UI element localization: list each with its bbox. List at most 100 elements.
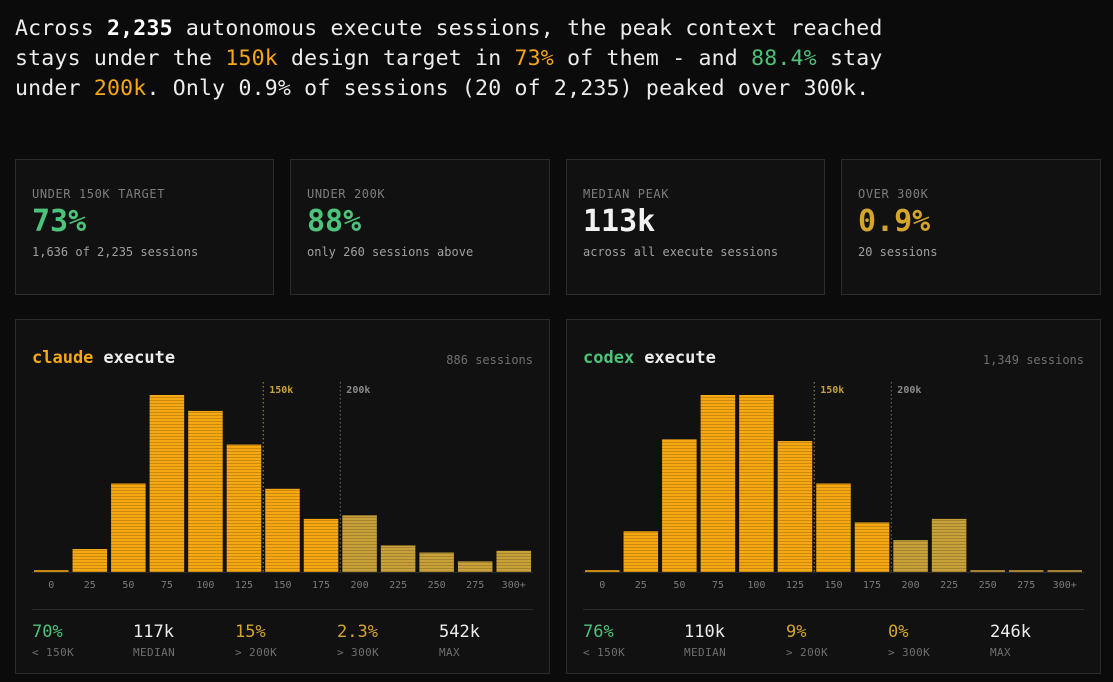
histogram-bar: [34, 570, 69, 572]
x-tick-label: 300+: [1053, 580, 1077, 591]
headline-text: design target in: [277, 46, 515, 71]
histogram-bar: [72, 548, 108, 572]
chart-stat-label: > 200K: [786, 646, 829, 659]
chart-agent-name: codex: [583, 348, 635, 368]
histogram-chart: 0 25 50 75 100 125 150 175 200 225 250 275 300+ 150k 2…: [583, 382, 1084, 591]
chart-title: codex execute: [583, 348, 716, 368]
histogram-bar: [342, 515, 377, 572]
x-tick-label: 125: [786, 580, 804, 591]
chart-stat-label: MEDIAN: [133, 646, 176, 659]
threshold-label: 200k: [897, 385, 921, 396]
chart-stat-value: 542k: [439, 622, 480, 642]
chart-stat-median: 117k MEDIAN: [133, 622, 175, 659]
x-tick-label: 0: [599, 580, 605, 591]
histogram-bar: [496, 550, 531, 572]
headline: Across 2,235 autonomous execute sessions…: [15, 14, 915, 104]
headline-text: of them - and: [553, 46, 752, 71]
chart-stat-under-150k: 70% < 150K: [32, 622, 74, 659]
x-tick-label: 175: [863, 580, 881, 591]
headline-target: 150k: [225, 46, 278, 71]
chart-stat-median: 110k MEDIAN: [684, 622, 726, 659]
x-tick-label: 50: [122, 580, 134, 591]
histogram-bar: [970, 570, 1005, 572]
stat-sub: 20 sessions: [858, 245, 938, 259]
stat-label: MEDIAN PEAK: [583, 187, 670, 201]
stat-card-under-200k: UNDER 200K 88% only 260 sessions above: [290, 159, 550, 295]
x-tick-label: 275: [466, 580, 484, 591]
headline-text: autonomous execute sessions, the peak co…: [15, 16, 883, 71]
chart-title: claude execute: [32, 348, 175, 368]
stat-sub: across all execute sessions: [583, 245, 779, 259]
histogram-bar: [188, 410, 223, 572]
histogram-bar: [419, 552, 454, 572]
chart-stat-value: 117k: [133, 622, 174, 642]
chart-panel-codex: codex execute 1,349 sessions 0 25 50 75 100 12…: [566, 319, 1101, 674]
x-tick-label: 200: [902, 580, 920, 591]
x-tick-label: 275: [1017, 580, 1035, 591]
histogram-bar: [111, 483, 146, 572]
chart-stat-label: > 300K: [337, 646, 380, 659]
histogram-bar: [303, 518, 339, 572]
chart-stat-over-200k: 9% > 200K: [786, 622, 828, 659]
chart-stat-over-200k: 15% > 200K: [235, 622, 277, 659]
chart-stat-value: 76%: [583, 622, 614, 642]
chart-panel-claude: claude execute 886 sessions 0 25 50 75 100 125…: [15, 319, 550, 674]
stat-label: UNDER 200K: [307, 187, 386, 201]
headline-pct-target: 73%: [514, 46, 554, 71]
x-tick-label: 125: [235, 580, 253, 591]
divider: [583, 609, 1084, 610]
x-tick-label: 25: [635, 580, 647, 591]
chart-mode-name: execute: [644, 348, 716, 368]
stat-sub: 1,636 of 2,235 sessions: [32, 245, 199, 259]
stat-value: 0.9%: [858, 204, 931, 239]
chart-stat-max: 246k MAX: [990, 622, 1031, 659]
x-tick-label: 175: [312, 580, 330, 591]
stat-value: 113k: [583, 204, 656, 239]
threshold-label: 150k: [269, 385, 293, 396]
headline-limit: 200k: [93, 76, 147, 101]
chart-session-count: 1,349 sessions: [982, 353, 1084, 367]
histogram-bar: [265, 488, 300, 572]
x-tick-label: 100: [747, 580, 765, 591]
chart-stat-value: 15%: [235, 622, 266, 642]
headline-text: stay under: [15, 46, 883, 101]
threshold-label: 200k: [346, 385, 370, 396]
x-tick-label: 300+: [502, 580, 526, 591]
chart-session-count: 886 sessions: [446, 353, 533, 367]
stat-card-median-peak: MEDIAN PEAK 113k across all execute sess…: [566, 159, 825, 295]
histogram-bar: [854, 522, 890, 572]
chart-stat-value: 9%: [786, 622, 807, 642]
histogram-bar: [893, 540, 928, 572]
chart-stat-label: > 300K: [888, 646, 931, 659]
x-tick-label: 25: [84, 580, 96, 591]
chart-stat-label: > 200K: [235, 646, 278, 659]
stat-value: 88%: [307, 204, 362, 239]
chart-stat-value: 2.3%: [337, 622, 378, 642]
headline-total: 2,235: [107, 16, 173, 41]
histogram-bar: [585, 570, 620, 572]
x-tick-label: 200: [351, 580, 369, 591]
chart-stat-label: MAX: [990, 646, 1012, 659]
histogram-bar: [149, 395, 185, 572]
x-tick-label: 150: [824, 580, 842, 591]
stat-label: OVER 300K: [858, 187, 929, 201]
x-tick-label: 100: [196, 580, 214, 591]
x-tick-label: 250: [979, 580, 997, 591]
chart-stat-label: MEDIAN: [684, 646, 727, 659]
histogram-bar: [816, 483, 851, 572]
histogram-bar: [623, 531, 659, 572]
headline-pct-200: 88.4%: [751, 46, 817, 71]
histogram-chart: 0 25 50 75 100 125 150 175 200 225 250 275 300+ 150k 2…: [32, 382, 533, 591]
histogram-bar: [700, 395, 736, 572]
divider: [32, 609, 533, 610]
chart-stat-value: 110k: [684, 622, 725, 642]
chart-stat-value: 0%: [888, 622, 909, 642]
histogram-bar: [777, 441, 813, 572]
chart-stat-max: 542k MAX: [439, 622, 480, 659]
threshold-label: 150k: [820, 385, 844, 396]
stat-card-over-300k: OVER 300K 0.9% 20 sessions: [841, 159, 1101, 295]
histogram-bar: [1047, 570, 1082, 572]
chart-stat-label: MAX: [439, 646, 461, 659]
chart-stat-under-150k: 76% < 150K: [583, 622, 625, 659]
x-tick-label: 150: [273, 580, 291, 591]
